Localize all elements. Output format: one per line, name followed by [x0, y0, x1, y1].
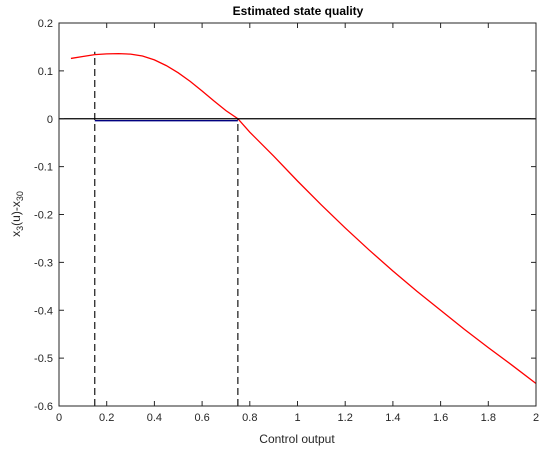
x-tick-label: 1.4	[385, 412, 400, 424]
y-axis-label-subscript: 3	[15, 226, 25, 231]
y-axis-label-subscript: 30	[15, 191, 25, 201]
y-axis-label-part: x	[9, 231, 23, 237]
x-tick-label: 1	[294, 412, 300, 424]
x-tick-label: 0.4	[147, 412, 162, 424]
x-tick-label: 0.6	[194, 412, 209, 424]
chart-title: Estimated state quality	[233, 4, 364, 18]
y-tick-label: 0.1	[38, 66, 53, 78]
x-tick-label: 0.8	[242, 412, 257, 424]
x-tick-label: 0	[56, 412, 62, 424]
y-tick-label: -0.3	[34, 257, 53, 269]
y-axis-ticks: 0.2 0.1 0 -0.1 -0.2 -0.3 -0.4 -0.5 -0.6	[34, 18, 536, 413]
y-axis-label-part: (u)-x	[9, 201, 23, 226]
x-tick-label: 1.6	[433, 412, 448, 424]
x-tick-label: 2	[533, 412, 539, 424]
series-line-0	[70, 52, 537, 385]
x-tick-label: 1.2	[338, 412, 353, 424]
x-axis-label: Control output	[259, 432, 335, 446]
y-tick-label: 0	[47, 114, 53, 126]
y-axis-label: x3(u)-x30	[9, 191, 25, 237]
x-tick-label: 1.8	[481, 412, 496, 424]
y-tick-label: 0.2	[38, 18, 53, 30]
y-tick-label: -0.2	[34, 210, 53, 222]
series-layer	[59, 51, 537, 406]
x-tick-label: 0.2	[99, 412, 114, 424]
y-tick-label: -0.5	[34, 353, 53, 365]
plot-area	[59, 23, 536, 406]
y-tick-label: -0.4	[34, 305, 53, 317]
y-tick-label: -0.6	[34, 401, 53, 413]
y-tick-label: -0.1	[34, 162, 53, 174]
x-axis-ticks: 0 0.2 0.4 0.6 0.8 1 1.2 1.4 1.6 1.8 2	[56, 23, 539, 424]
